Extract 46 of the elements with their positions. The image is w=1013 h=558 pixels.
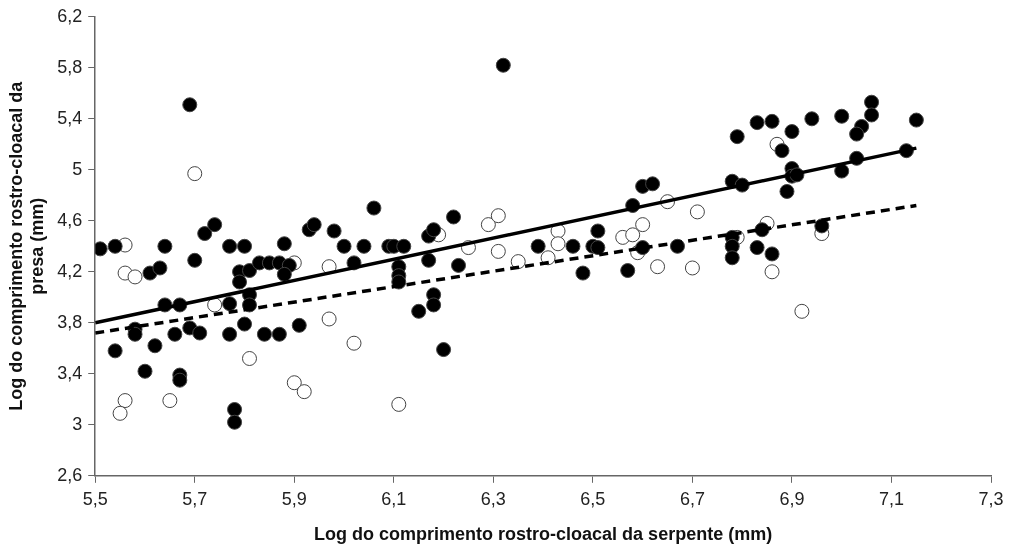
y-tick-label: 3,4 — [57, 362, 83, 383]
x-tick-label: 5,7 — [182, 488, 208, 509]
y-tick-label: 5,4 — [57, 107, 83, 128]
y-tick-label: 3 — [72, 413, 83, 434]
point — [391, 396, 407, 412]
point — [625, 227, 641, 243]
point — [187, 166, 203, 182]
point — [689, 204, 705, 220]
x-axis-title: Log do comprimento rostro-cloacal da serpente (mm) — [314, 524, 773, 545]
x-tick-label: 6,9 — [779, 488, 805, 509]
point — [321, 311, 337, 327]
point — [635, 217, 651, 233]
x-tick-label: 6,3 — [480, 488, 506, 509]
point — [127, 269, 143, 285]
x-tick-label: 5,5 — [82, 488, 108, 509]
y-tick-label: 3,8 — [57, 311, 83, 332]
point — [490, 243, 506, 259]
y-tick-label: 4,2 — [57, 260, 83, 281]
point — [286, 375, 302, 391]
point — [296, 384, 312, 400]
point — [162, 393, 178, 409]
x-tick-label: 6,7 — [679, 488, 705, 509]
y-tick-label: 5 — [72, 158, 83, 179]
y-tick-label: 5,8 — [57, 56, 83, 77]
point — [650, 259, 666, 275]
y-axis-title: Log do comprimento rostro-cloacal da presa (mm) — [5, 80, 48, 411]
point — [510, 254, 526, 270]
x-tick-label: 6,1 — [381, 488, 407, 509]
point — [550, 236, 566, 252]
x-tick-label: 7,3 — [978, 488, 1004, 509]
point — [346, 335, 362, 351]
point — [794, 303, 810, 319]
point — [117, 393, 133, 409]
x-tick-label: 7,1 — [878, 488, 904, 509]
x-tick-label: 5,9 — [281, 488, 307, 509]
point — [684, 260, 700, 276]
point — [764, 264, 780, 280]
x-tick-label: 6,5 — [580, 488, 606, 509]
point — [207, 297, 223, 313]
y-tick-label: 6,2 — [57, 5, 83, 26]
y-tick-label: 4,6 — [57, 209, 83, 230]
point — [480, 217, 496, 233]
point — [112, 405, 128, 421]
point — [490, 208, 506, 224]
y-tick-label: 2,6 — [57, 464, 83, 485]
point — [242, 351, 257, 366]
